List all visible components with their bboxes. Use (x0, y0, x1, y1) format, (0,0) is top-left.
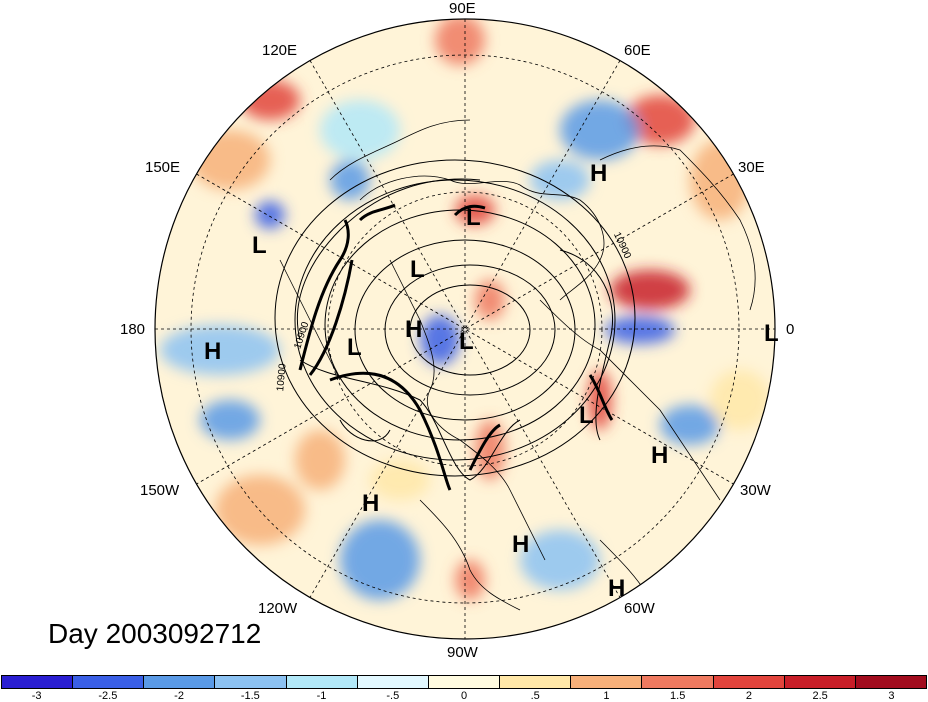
high-pressure-marker: H (204, 338, 222, 365)
colorbar-box (784, 676, 856, 688)
lon-150e-label: 150E (145, 159, 181, 176)
anomaly-blob (560, 100, 640, 160)
map-title: Day 2003092712 (48, 618, 262, 649)
low-pressure-marker: L (252, 232, 267, 259)
colorbar-tick-label: -2.5 (98, 690, 118, 702)
anomaly-blob (625, 95, 695, 145)
anomaly-blob (340, 520, 420, 600)
lon-30e-label: 30E (738, 159, 765, 176)
colorbar-tick-label: -1.5 (240, 690, 260, 702)
lon-60w-label: 60W (624, 600, 655, 617)
anomaly-blob (190, 130, 270, 190)
colorbar-box (642, 676, 714, 688)
lon-0-label: 0 (786, 321, 795, 338)
lon-120w-label: 120W (258, 600, 298, 617)
colorbar-box (144, 676, 216, 688)
colorbar-box (215, 676, 287, 688)
anomaly-blob (330, 160, 370, 200)
anomaly-blob (215, 475, 305, 545)
anomaly-blob (240, 80, 300, 120)
low-pressure-marker: L (410, 256, 425, 283)
high-pressure-marker: H (405, 316, 423, 343)
low-pressure-marker: L (459, 328, 474, 355)
colorbar-box (286, 676, 358, 688)
colorbar-box (428, 676, 501, 688)
colorbar-box (500, 676, 572, 688)
colorbar-box (855, 676, 927, 688)
graticule (155, 19, 775, 639)
high-pressure-marker: H (590, 160, 608, 187)
colorbar-tick-label: -3 (31, 690, 42, 702)
colorbar-tick-label: -2 (174, 690, 184, 702)
colorbar-box (73, 676, 145, 688)
lon-30w-label: 30W (740, 482, 771, 499)
anomaly-blob (530, 160, 590, 200)
high-pressure-marker: H (651, 442, 669, 469)
high-pressure-marker: H (512, 531, 530, 558)
anomaly-blob (660, 405, 720, 445)
colorbar-tick-label: .5 (530, 690, 540, 702)
anomaly-blob (370, 460, 430, 500)
colorbar-tick-label: -.5 (386, 690, 400, 702)
lon-90e-label: 90E (449, 0, 476, 17)
colorbar-tick-label: 0 (460, 690, 468, 702)
anomaly-blob (295, 430, 345, 490)
anomaly-blob (455, 560, 485, 600)
colorbar-tick-label: 1.5 (670, 690, 686, 702)
low-pressure-marker: L (347, 334, 362, 361)
high-pressure-marker: H (608, 575, 626, 602)
lon-60e-label: 60E (624, 42, 651, 59)
low-pressure-marker: L (466, 204, 481, 231)
anomaly-blob (435, 19, 485, 65)
colorbar-tick-label: 2 (745, 690, 752, 702)
anomaly-blob (520, 530, 600, 590)
colorbar-tick-label: 2.5 (812, 690, 828, 702)
colorbar-tick-label: 3 (888, 690, 895, 702)
colorbar-box (357, 676, 429, 688)
anomaly-blob (160, 325, 280, 375)
anomaly-blob (605, 316, 675, 344)
lon-90w-label: 90W (447, 644, 478, 661)
lon-120e-label: 120E (262, 42, 298, 59)
low-pressure-marker: L (764, 320, 779, 347)
anomaly-blob (710, 370, 770, 430)
anomaly-blob (255, 201, 285, 229)
colorbar-tick-label: 1 (603, 690, 610, 702)
anomaly-blob (320, 100, 400, 160)
low-pressure-marker: L (579, 402, 594, 429)
colorbar (1, 675, 927, 689)
lon-150w-label: 150W (140, 482, 180, 499)
colorbar-box (2, 676, 74, 688)
anomaly-blob (420, 315, 460, 365)
lon-180-label: 180 (120, 321, 146, 338)
colorbar-tick-label: -1 (316, 690, 327, 702)
anomaly-blob (610, 270, 690, 310)
anomaly-blob (200, 400, 260, 440)
polar-map (154, 18, 776, 640)
map-boundary (154, 18, 776, 640)
jet-contours (298, 203, 614, 491)
colorbar-box (571, 676, 643, 688)
colorbar-box (713, 676, 785, 688)
high-pressure-marker: H (362, 490, 380, 517)
